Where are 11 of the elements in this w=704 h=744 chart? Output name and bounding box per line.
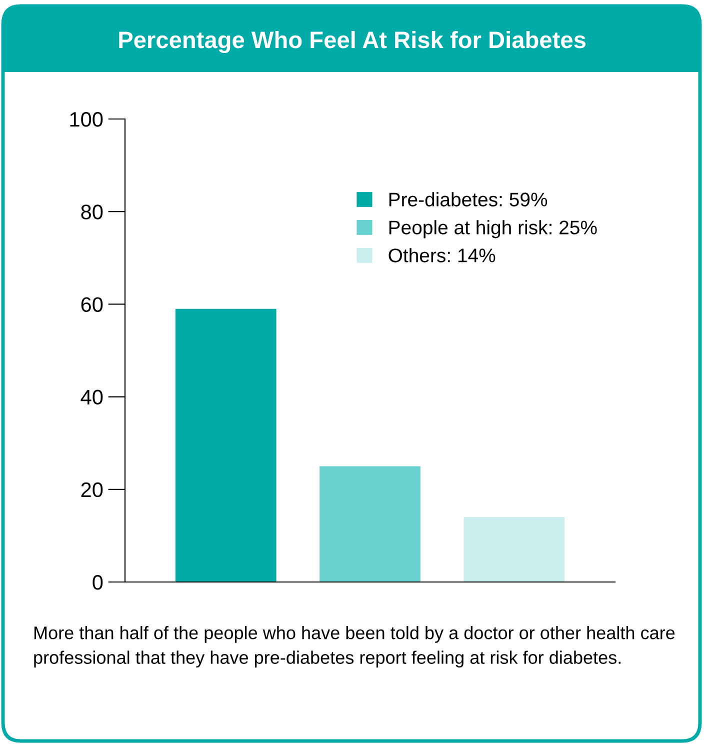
chart-title: Percentage Who Feel At Risk for Diabetes <box>119 30 586 54</box>
legend-label: People at high risk: 25% <box>389 220 597 238</box>
y-tick-label: 0 <box>92 575 103 590</box>
legend-label: Others: 14% <box>388 248 496 262</box>
y-tick-label: 20 <box>81 482 103 498</box>
y-tick-label: 80 <box>81 204 103 220</box>
legend-label: Pre-diabetes: 59% <box>389 192 548 206</box>
y-tick-label: 100 <box>70 112 103 127</box>
y-tick-label: 60 <box>81 297 103 312</box>
y-tick-label: 40 <box>80 390 103 405</box>
text: More than half of the people who have been told by a doctor or other health care professional that they have pre-diabetes report feeling at risk for diabetes. <box>34 626 675 668</box>
